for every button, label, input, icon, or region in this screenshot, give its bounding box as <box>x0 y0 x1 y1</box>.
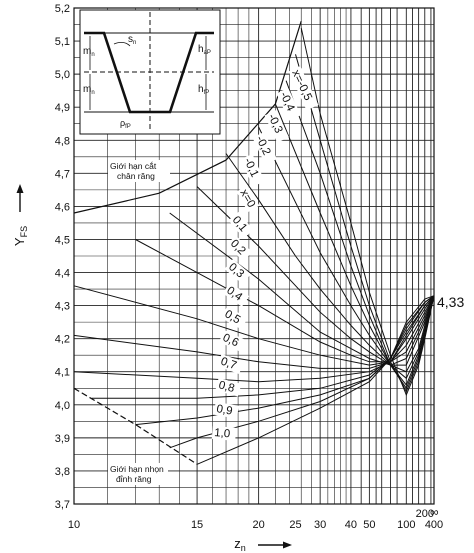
y-axis-arrow <box>16 184 24 212</box>
y-tick-label: 4,6 <box>55 201 70 213</box>
x-axis-label: zn <box>234 536 246 553</box>
y-tick-labels: 3,7 3,8 3,9 4,0 4,1 4,2 4,3 4,4 4,5 4,6 4,7 4,8 4,9 5… <box>55 3 70 511</box>
x-tick-label: 50 <box>363 519 375 531</box>
series-label-text: 1,0 <box>214 427 231 440</box>
inset-label-m-bottom: mn <box>83 84 95 96</box>
series-label: 0,1 <box>228 212 254 239</box>
series-label: 1,0 <box>211 425 237 441</box>
series-label-text: 0,7 <box>219 356 238 373</box>
x-tick-label: 20 <box>252 519 264 531</box>
series-label: x=0 <box>236 185 260 213</box>
y-tick-label: 4,1 <box>55 367 70 379</box>
y-tick-label: 4,7 <box>55 168 70 180</box>
series-label: 0,9 <box>213 401 239 419</box>
lower-limit-label-line1: Giới hạn nhọn <box>110 464 164 474</box>
upper-limit-annotation: Giới hạn cắt chân răng <box>108 160 170 182</box>
series-label: 0,4 <box>222 282 250 307</box>
series-curve <box>196 186 435 366</box>
y-tick-label: 4,2 <box>55 334 70 346</box>
upper-limit-label-line1: Giới hạn cắt <box>110 161 157 171</box>
series-curve <box>135 239 435 363</box>
x-axis-arrow <box>258 541 292 549</box>
series-label-text: x=-0,5 <box>289 68 314 102</box>
inset-label-s: sn <box>128 34 136 46</box>
plot-frame <box>73 7 435 505</box>
series-curve <box>196 295 435 465</box>
y-tick-label: 5,2 <box>55 3 70 15</box>
y-tick-label: 5,1 <box>55 36 70 48</box>
lower-limit-annotation: Giới hạn nhọn đỉnh răng <box>108 463 168 485</box>
series-curve <box>73 285 435 366</box>
x-tick-label: 400 <box>425 519 443 531</box>
series-label: -0,3 <box>264 109 289 143</box>
tooth-profile-inset: mn mn sn haP hfP ρfP <box>79 9 221 135</box>
series-label: 0,7 <box>217 353 244 375</box>
lower-limit-label-line2: đỉnh răng <box>116 474 152 484</box>
series-label: 0,8 <box>215 377 242 397</box>
x-tick-label: 100 <box>397 519 415 531</box>
asymptote-label: 4,33 <box>437 294 464 310</box>
limit-curves <box>73 21 302 465</box>
limit-curve <box>73 387 198 465</box>
y-tick-label: 4,4 <box>55 268 70 280</box>
upper-limit-label-line2: chân răng <box>117 171 155 181</box>
series-curve <box>169 212 435 366</box>
series-curve <box>73 295 435 369</box>
infinity-label: ∞ <box>430 505 439 519</box>
series-curve <box>225 153 435 373</box>
x-tick-label: 40 <box>345 519 357 531</box>
y-tick-label: 5,0 <box>55 69 70 81</box>
x-tick-label: 15 <box>191 519 203 531</box>
series-label: -0,2 <box>252 131 277 165</box>
inset-label-h-ap: haP <box>198 44 211 56</box>
y-tick-label: 4,3 <box>55 301 70 313</box>
y-tick-label: 3,9 <box>55 433 70 445</box>
y-tick-label: 3,8 <box>55 466 70 478</box>
inset-label-rho: ρfP <box>120 118 131 130</box>
series-curve <box>73 295 435 383</box>
series-label-text: 0,8 <box>217 379 236 395</box>
y-tick-label: 4,8 <box>55 135 70 147</box>
series-curve <box>285 80 435 390</box>
series-curve <box>274 103 435 386</box>
series-labels: x=-0,5-0,4-0,3-0,2-0,1x=00,10,20,30,40,5… <box>211 65 319 441</box>
y-tick-label: 4,5 <box>55 234 70 246</box>
series-label: -0,1 <box>240 153 265 187</box>
series-label: 0,5 <box>220 306 248 330</box>
inset-label-m-top: mn <box>83 46 95 58</box>
limit-curve <box>73 21 302 214</box>
y-axis-label: YFS <box>12 226 29 246</box>
x-tick-label: 10 <box>68 519 80 531</box>
y-tick-label: 3,7 <box>55 499 70 511</box>
inset-label-h-fp: hfP <box>198 84 209 96</box>
series-label: 0,3 <box>224 259 251 285</box>
series-curve <box>300 27 435 397</box>
series-label-text: 0,9 <box>215 403 233 418</box>
y-tick-label: 4,0 <box>55 400 70 412</box>
x-tick-label: 25 <box>289 519 301 531</box>
series-curve <box>91 295 435 399</box>
chart-series <box>73 27 435 465</box>
y-tick-label: 4,9 <box>55 102 70 114</box>
x-tick-label: 30 <box>314 519 326 531</box>
x-tick-label: 200 <box>416 508 434 520</box>
